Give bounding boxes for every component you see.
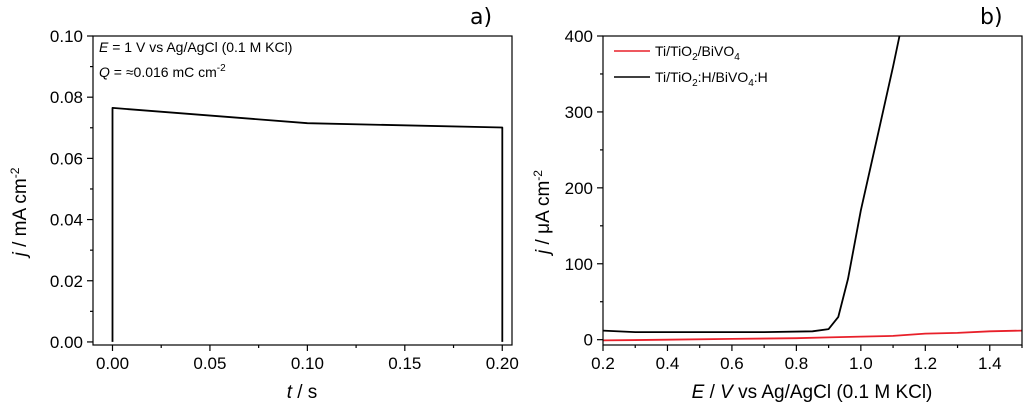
panel-a-annotation-2: Q = ≈0.016 mC cm-2 [99,63,226,80]
panel-a-xtick-label: 0.15 [388,354,421,373]
panel-a: a) 0.00 0.05 0.10 0.15 0.20 0.00 0.02 0.04 0.06… [8,5,519,403]
panel-b-xtick-label: 1.4 [978,354,1002,373]
panel-b-xtick-label: 0.2 [591,354,615,373]
panel-b-series-line-1 [603,36,901,334]
panel-a-ytick-label: 0.00 [50,333,83,352]
legend: Ti/TiO2/BiVO4 Ti/TiO2:H/BiVO4:H [614,43,768,89]
panel-a-ytick-label: 0.06 [50,149,83,168]
panel-a-xlabel: t / s [287,382,318,403]
panel-b-ylabel: j / μA cm-2 [531,170,554,257]
panel-a-ylabel: j / mA cm-2 [8,167,31,259]
panel-a-annotation-1: E = 1 V vs Ag/AgCl (0.1 M KCl) [99,39,292,55]
panel-a-series-line-0 [111,107,504,342]
panel-b-ytick-label: 300 [565,103,593,122]
legend-entry-bivo4-h: Ti/TiO2:H/BiVO4:H [655,69,768,89]
panel-a-xtick-label: 0.00 [96,354,129,373]
panel-a-ytick-label: 0.08 [50,88,83,107]
panel-a-xtick-label: 0.10 [291,354,324,373]
panel-b-xtick-label: 0.4 [656,354,680,373]
panel-b-xlabel: E / V vs Ag/AgCl (0.1 M KCl) [692,382,933,403]
legend-entry-bivo4: Ti/TiO2/BiVO4 [655,43,740,63]
panel-a-xtick-label: 0.20 [486,354,519,373]
panel-a-label: a) [470,5,492,30]
panel-a-ytick-label: 0.10 [50,27,83,46]
panel-b-xtick-label: 0.8 [785,354,809,373]
panel-b-ytick-label: 200 [565,179,593,198]
panel-b-label: b) [980,5,1003,30]
panel-a-frame [92,35,513,346]
panel-b-ytick-label: 0 [584,331,593,350]
panel-b-ytick-label: 100 [565,255,593,274]
panel-b-series-line-0 [603,329,1022,342]
panel-a-ytick-label: 0.04 [50,211,83,230]
panel-b-xtick-label: 0.6 [720,354,744,373]
panel-b-xtick-label: 1.0 [849,354,873,373]
panel-b-xtick-label: 1.2 [913,354,937,373]
panel-b-frame [602,35,1023,346]
panel-a-ytick-label: 0.02 [50,272,83,291]
panel-a-xtick-label: 0.05 [193,354,226,373]
panel-b-ytick-label: 400 [565,27,593,46]
panel-b: b) 0.2 0.4 0.6 0.8 1.0 1.2 1.4 0 100 200 300 400 T… [531,5,1023,403]
